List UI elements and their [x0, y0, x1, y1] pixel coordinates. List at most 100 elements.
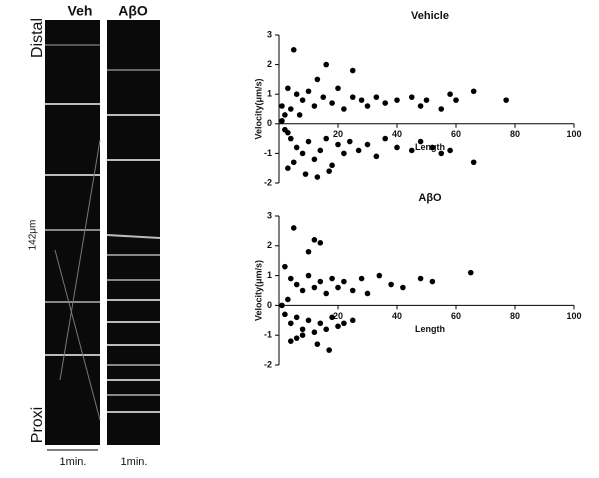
point [311, 156, 318, 163]
point [311, 284, 318, 291]
point [314, 341, 321, 347]
point [279, 118, 285, 124]
point [293, 335, 300, 341]
point [394, 97, 400, 103]
x-tick-label: 80 [510, 311, 520, 321]
point [314, 174, 321, 180]
point [335, 85, 341, 92]
point [305, 272, 312, 279]
point [349, 94, 356, 100]
y-tick-label: 1 [267, 89, 272, 99]
y-tick-label: -2 [264, 177, 272, 187]
point [305, 88, 312, 95]
point [299, 97, 306, 103]
point [358, 97, 365, 103]
kymo-title: AβO [118, 3, 148, 19]
y-axis-label: Velocity(μm/s) [253, 78, 263, 139]
point [408, 147, 415, 154]
point [382, 100, 389, 106]
point [323, 61, 330, 68]
y-tick-label: 3 [267, 29, 272, 39]
y-axis-label: Velocity(μm/s) [253, 260, 263, 321]
y-tick-label: 2 [267, 240, 272, 250]
point [305, 317, 312, 324]
point [408, 94, 415, 100]
point [438, 150, 445, 157]
point [288, 338, 294, 344]
point [323, 135, 330, 142]
chart-title: AβO [418, 192, 442, 204]
kymo-tracks [45, 44, 161, 421]
point [349, 287, 356, 294]
point [453, 97, 459, 103]
point [503, 97, 509, 103]
point [290, 159, 297, 166]
point [341, 278, 347, 285]
point [326, 347, 332, 353]
point [326, 168, 332, 174]
distal-label: Distal [29, 18, 46, 58]
x-tick-label: 100 [566, 311, 581, 321]
point [293, 144, 300, 151]
chart-title: Vehicle [411, 10, 449, 22]
point [373, 94, 380, 100]
time-label: 1min. [121, 456, 148, 468]
point [341, 320, 347, 327]
point [282, 311, 288, 318]
point [305, 248, 312, 255]
x-tick-label: 60 [451, 311, 461, 321]
point [279, 103, 285, 109]
point [299, 326, 306, 333]
point [447, 91, 453, 97]
point [329, 314, 335, 321]
point [311, 329, 318, 336]
y-tick-label: 2 [267, 59, 272, 69]
point [341, 150, 347, 157]
point [288, 320, 294, 327]
point [388, 281, 394, 288]
kymographs: Veh AβO Distal Proxi 142μm 1min. 1min. [28, 3, 161, 468]
point [358, 275, 365, 282]
point [323, 326, 330, 333]
point [285, 296, 291, 303]
y-tick-label: 0 [267, 118, 272, 128]
point [470, 88, 477, 95]
point [299, 150, 306, 157]
point [347, 138, 353, 145]
point [429, 144, 436, 151]
point [323, 290, 330, 297]
point [364, 290, 371, 297]
y-tick-label: -2 [264, 359, 272, 369]
point [329, 162, 335, 169]
point [341, 106, 347, 112]
x-axis-label: Length [415, 324, 445, 334]
point [282, 112, 288, 118]
time-label: 1min. [60, 456, 87, 468]
point [364, 141, 371, 148]
point [376, 272, 383, 279]
point [285, 85, 291, 92]
point [447, 147, 453, 154]
point [317, 320, 324, 327]
point [329, 275, 335, 282]
point [335, 323, 341, 330]
kymo-title: Veh [68, 3, 93, 19]
x-tick-label: 100 [566, 129, 581, 139]
point [285, 129, 291, 136]
proximal-label: Proxi [29, 407, 46, 443]
point [417, 138, 424, 145]
point [302, 171, 309, 177]
y-tick-label: -1 [264, 330, 272, 340]
y-tick-label: 0 [267, 300, 272, 310]
kymo-abo [107, 20, 160, 445]
point [282, 263, 288, 270]
x-tick-label: 20 [333, 311, 343, 321]
point [317, 240, 324, 246]
point [329, 100, 335, 106]
point [349, 317, 356, 324]
point [293, 314, 300, 321]
point [417, 275, 424, 282]
point [423, 97, 430, 103]
